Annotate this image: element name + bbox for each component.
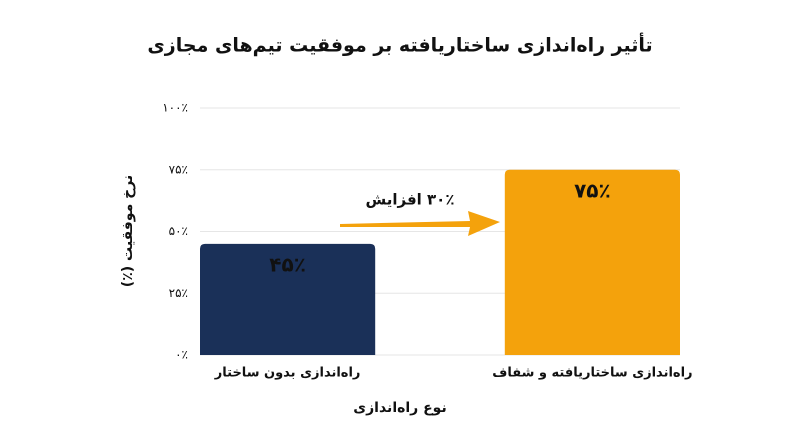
chart-title: تأثیر راه‌اندازی ساختاریافته بر موفقیت ت… xyxy=(147,33,652,57)
x-tick-label: راه‌اندازی ساختاریافته و شفاف xyxy=(492,366,692,381)
value-label: ۷۵٪ xyxy=(574,178,611,202)
y-tick-label: ۵۰٪ xyxy=(169,224,188,238)
bar xyxy=(504,169,680,355)
x-axis-label: نوع راه‌اندازی xyxy=(353,400,446,416)
y-tick-label: ۱۰۰٪ xyxy=(162,101,188,115)
y-axis-label: نرخ موفقیت (٪) xyxy=(120,175,136,287)
bar xyxy=(200,243,376,355)
plot-area: ۰٪ ۲۵٪ ۵۰٪ ۷۵٪ ۱۰۰٪ ۴۵٪ راه‌اندازی بدون ساختار… xyxy=(162,101,692,381)
x-tick-label: راه‌اندازی بدون ساختار xyxy=(214,366,361,381)
y-tick-label: ۷۵٪ xyxy=(169,162,188,176)
value-label: ۴۵٪ xyxy=(269,252,306,276)
y-tick-label: ۲۵٪ xyxy=(169,286,188,300)
y-tick-label: ۰٪ xyxy=(175,348,188,362)
annotation: ۳۰٪ افزایش xyxy=(366,191,455,209)
arrow xyxy=(340,211,500,236)
